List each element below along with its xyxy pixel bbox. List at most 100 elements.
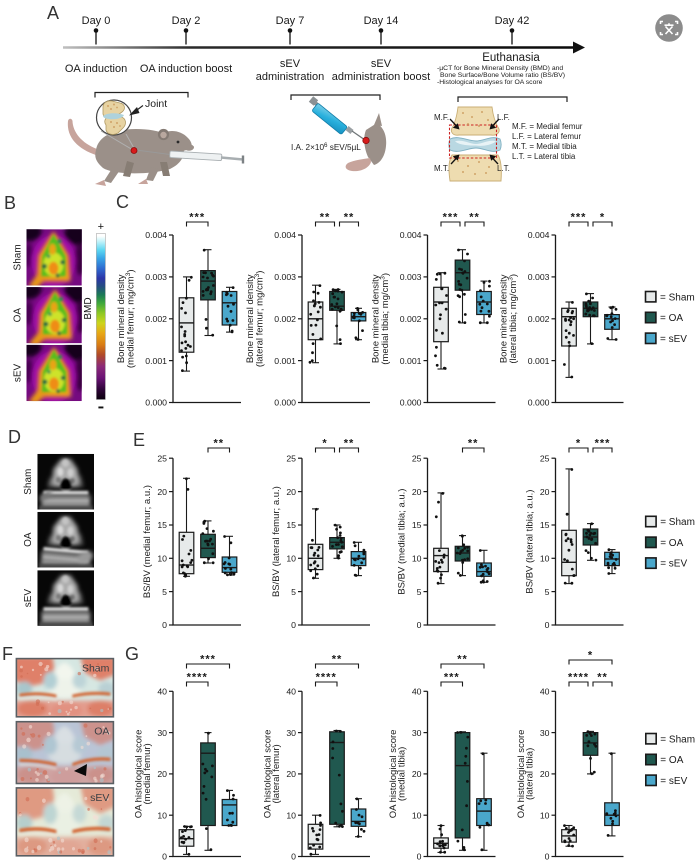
svg-text:20: 20: [540, 487, 550, 497]
svg-text:20: 20: [412, 769, 422, 779]
svg-text:10: 10: [540, 810, 550, 820]
svg-text:M.F.: M.F.: [434, 113, 449, 122]
svg-text:0.000: 0.000: [145, 398, 167, 408]
svg-text:0.001: 0.001: [145, 356, 167, 366]
svg-text:OA induction: OA induction: [65, 63, 127, 75]
svg-text:Bone Surface/Bone Volume ratio: Bone Surface/Bone Volume ratio (BS/BV): [440, 72, 565, 79]
svg-text:30: 30: [540, 728, 550, 738]
svg-text:E: E: [133, 430, 145, 450]
svg-text:10: 10: [286, 554, 296, 564]
svg-text:0: 0: [162, 620, 167, 630]
svg-text:0.002: 0.002: [145, 314, 167, 324]
svg-text:Day 0: Day 0: [82, 15, 111, 27]
svg-text:0.000: 0.000: [528, 398, 550, 408]
svg-text:Bone mineral density: Bone mineral density: [245, 274, 256, 363]
svg-text:Sham: Sham: [13, 244, 24, 270]
svg-text:0.001: 0.001: [400, 356, 422, 366]
svg-text:BMD: BMD: [83, 297, 94, 319]
svg-text:0.003: 0.003: [400, 272, 422, 282]
svg-text:15: 15: [286, 520, 296, 530]
svg-text:(lateral femur): (lateral femur): [271, 744, 282, 803]
svg-text:= sEV: = sEV: [660, 559, 687, 570]
svg-text:30: 30: [412, 728, 422, 738]
svg-text:15: 15: [540, 520, 550, 530]
svg-text:sEV: sEV: [371, 58, 392, 70]
svg-text:****: ****: [568, 672, 589, 684]
svg-text:15: 15: [412, 520, 422, 530]
svg-text:10: 10: [540, 554, 550, 564]
svg-text:0: 0: [291, 852, 296, 862]
svg-text:15: 15: [157, 520, 167, 530]
svg-text:0: 0: [162, 852, 167, 862]
svg-text:sEV: sEV: [90, 792, 109, 804]
svg-text:0: 0: [545, 620, 550, 630]
svg-text:5: 5: [291, 587, 296, 597]
svg-text:Sham: Sham: [23, 469, 34, 495]
svg-text:**: **: [457, 654, 468, 666]
svg-text:B: B: [4, 193, 16, 213]
svg-text:Sham: Sham: [82, 663, 110, 675]
svg-text:L.T.: L.T.: [497, 164, 510, 173]
svg-text:Euthanasia: Euthanasia: [482, 52, 540, 64]
svg-text:Day 7: Day 7: [276, 15, 305, 27]
svg-text:**: **: [332, 654, 343, 666]
svg-text:G: G: [125, 644, 139, 664]
svg-text:F: F: [2, 644, 13, 664]
svg-text:10: 10: [157, 810, 167, 820]
svg-text:= Sham: = Sham: [660, 517, 695, 528]
svg-text:0: 0: [417, 620, 422, 630]
svg-text:25: 25: [412, 453, 422, 463]
svg-text:BS/BV (medial femur; a.u.): BS/BV (medial femur; a.u.): [142, 485, 153, 598]
svg-text:= OA: = OA: [660, 538, 683, 549]
svg-text:25: 25: [286, 453, 296, 463]
svg-text:C: C: [116, 192, 129, 212]
svg-text:*: *: [576, 438, 581, 450]
svg-text:OA: OA: [13, 308, 24, 323]
svg-text:20: 20: [286, 487, 296, 497]
svg-text:**: **: [597, 672, 608, 684]
svg-text:0.000: 0.000: [274, 398, 296, 408]
svg-text:0: 0: [291, 620, 296, 630]
svg-text:M.T.: M.T.: [434, 164, 449, 173]
svg-text:OA: OA: [23, 532, 34, 547]
svg-text:M.T. = Medial tibia: M.T. = Medial tibia: [512, 142, 577, 151]
svg-text:****: ****: [187, 672, 208, 684]
svg-text:20: 20: [157, 769, 167, 779]
svg-text:40: 40: [157, 687, 167, 697]
svg-text:0: 0: [545, 852, 550, 862]
svg-text:30: 30: [286, 728, 296, 738]
svg-text:***: ***: [189, 212, 205, 224]
svg-text:0.004: 0.004: [145, 230, 167, 240]
svg-text:OA induction boost: OA induction boost: [140, 63, 232, 75]
svg-text:administration boost: administration boost: [332, 71, 430, 83]
svg-text:= OA: = OA: [660, 755, 683, 766]
svg-text:administration: administration: [256, 71, 324, 83]
svg-text:Bone mineral density: Bone mineral density: [371, 274, 382, 363]
svg-text:***: ***: [595, 438, 611, 450]
svg-text:sEV: sEV: [280, 58, 301, 70]
svg-text:(medial femur; mg/cm3): (medial femur; mg/cm3): [125, 269, 137, 368]
svg-text:20: 20: [412, 487, 422, 497]
svg-text:D: D: [8, 427, 21, 447]
svg-text:***: ***: [571, 212, 587, 224]
svg-text:0.003: 0.003: [274, 272, 296, 282]
svg-text:= Sham: = Sham: [660, 292, 695, 303]
svg-text:**: **: [344, 212, 355, 224]
svg-text:*: *: [588, 650, 593, 662]
svg-text:*: *: [600, 212, 605, 224]
svg-text:-Histological analyses for OA: -Histological analyses for OA score: [437, 79, 543, 86]
svg-text:10: 10: [412, 810, 422, 820]
svg-text:5: 5: [545, 587, 550, 597]
svg-text:(medial femur): (medial femur): [142, 743, 153, 804]
svg-text:**: **: [344, 438, 355, 450]
svg-text:5: 5: [417, 587, 422, 597]
svg-text:= sEV: = sEV: [660, 776, 687, 787]
svg-text:sEV: sEV: [23, 589, 34, 608]
svg-text:= sEV: = sEV: [660, 334, 687, 345]
svg-text:10: 10: [286, 810, 296, 820]
svg-text:20: 20: [540, 769, 550, 779]
svg-text:Day 2: Day 2: [172, 15, 201, 27]
svg-text:25: 25: [540, 453, 550, 463]
svg-text:*: *: [322, 438, 327, 450]
svg-text:Bone mineral density: Bone mineral density: [499, 274, 510, 363]
